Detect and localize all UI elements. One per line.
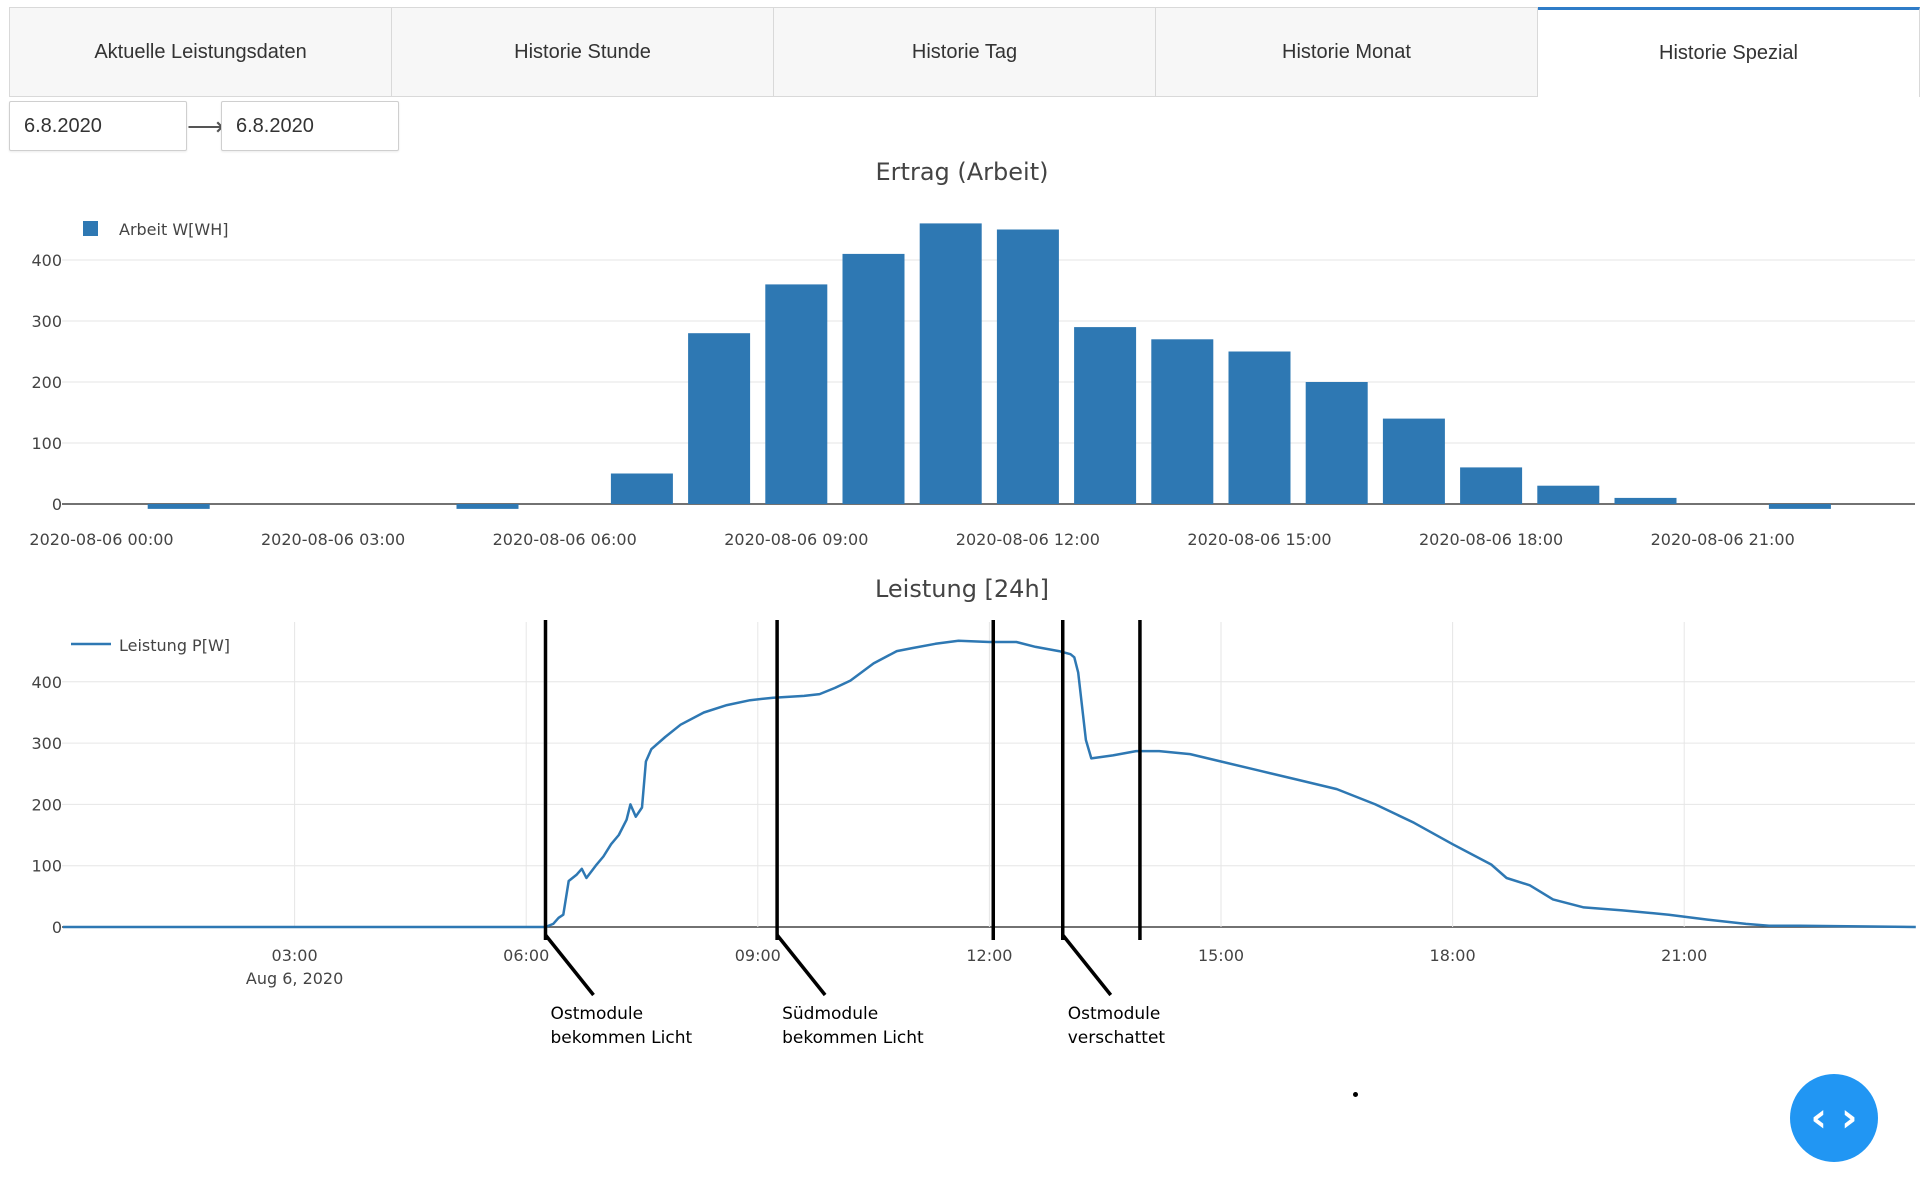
annotation-label: Ostmodule [551,1004,644,1024]
bar [688,333,751,504]
bar [1074,327,1137,504]
bar-y-tick-label: 100 [31,434,62,453]
line-legend-label: Leistung P[W] [119,636,230,655]
bar-x-tick-label: 2020-08-06 06:00 [493,530,637,549]
bar [1305,382,1368,504]
bar [1382,418,1445,504]
tab-historie-spezial[interactable]: Historie Spezial [1538,7,1920,97]
line-x-tick-label: 21:00 [1661,946,1707,965]
line-x-tick-label: 15:00 [1198,946,1244,965]
bar-x-tick-label: 2020-08-06 03:00 [261,530,405,549]
bar-y-tick-label: 400 [31,251,62,270]
annotation-label: bekommen Licht [782,1028,924,1048]
bar [1768,504,1831,509]
line-x-tick-label: 06:00 [503,946,549,965]
line-y-tick-label: 300 [31,734,62,753]
bar-x-tick-label: 2020-08-06 18:00 [1419,530,1563,549]
bar-x-tick-label: 2020-08-06 15:00 [1187,530,1331,549]
line-y-tick-label: 0 [52,918,62,937]
date-from-input[interactable] [9,101,187,151]
line-x-tick-label: 18:00 [1430,946,1476,965]
bar-chart-title: Ertrag (Arbeit) [876,158,1049,186]
tab-historie-stunde[interactable]: Historie Stunde [392,7,774,97]
bar [1228,351,1291,504]
line-x-tick-label: 03:00 [272,946,318,965]
bar-legend-label: Arbeit W[WH] [119,220,228,239]
line-chart-title: Leistung [24h] [875,575,1049,603]
bar [1614,497,1677,504]
annotation-label: Ostmodule [1068,1004,1161,1024]
bar-y-tick-label: 300 [31,312,62,331]
annotation-pointer-line [1061,933,1113,997]
annotation-label: Südmodule [782,1004,878,1024]
bar-x-tick-label: 2020-08-06 21:00 [1651,530,1795,549]
stray-dot [1353,1092,1358,1097]
bar-x-tick-label: 2020-08-06 00:00 [29,530,173,549]
bar-y-tick-label: 0 [52,495,62,514]
bar-x-tick-label: 2020-08-06 12:00 [956,530,1100,549]
date-range-picker: ⟶ [9,100,399,152]
power-line-series [63,639,1916,929]
arrow-right-icon: ⟶ [187,110,225,141]
tab-historie-monat[interactable]: Historie Monat [1156,7,1538,97]
bar [610,473,673,504]
bar-x-tick-label: 2020-08-06 09:00 [724,530,868,549]
bar [842,253,905,504]
bar [765,284,828,504]
line-y-tick-label: 400 [31,673,62,692]
bar [1151,339,1214,504]
bar-legend-swatch [83,221,98,236]
line-x-tick-label: 09:00 [735,946,781,965]
tab-historie-tag[interactable]: Historie Tag [774,7,1156,97]
line-x-tick-label: 12:00 [966,946,1012,965]
bar-y-tick-label: 200 [31,373,62,392]
code-brackets-icon[interactable]: ‹ › [1790,1074,1878,1162]
tab-aktuelle-leistungsdaten[interactable]: Aktuelle Leistungsdaten [9,7,392,97]
line-x-date-label: Aug 6, 2020 [246,969,343,988]
date-to-input[interactable] [221,101,399,151]
annotation-pointer-line [775,933,827,997]
bar [919,223,982,504]
line-y-tick-label: 100 [31,857,62,876]
annotation-label: verschattet [1068,1028,1166,1048]
line-y-tick-label: 200 [31,795,62,814]
annotation-pointer-line [544,933,595,997]
bar [996,229,1059,504]
tab-bar: Aktuelle Leistungsdaten Historie Stunde … [9,7,1920,97]
bar [456,504,519,509]
bar [1537,485,1600,504]
annotation-label: bekommen Licht [551,1028,693,1048]
bar [147,504,210,509]
bar [1460,467,1523,504]
